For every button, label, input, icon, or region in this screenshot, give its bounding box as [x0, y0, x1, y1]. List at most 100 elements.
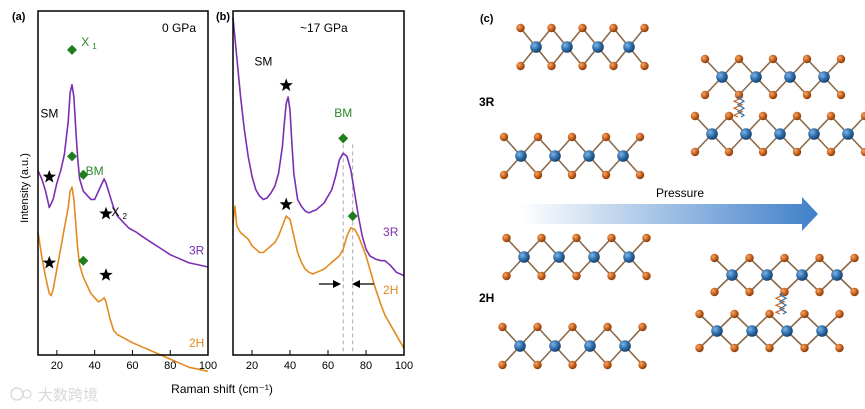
- chalcogen-atom: [578, 61, 587, 71]
- chalcogen-atom: [498, 322, 507, 332]
- chalcogen-atom: [640, 23, 649, 33]
- panel-a-annotations: SM X 1 BM X 2 3R 2H: [40, 35, 204, 350]
- metal-atom: [808, 128, 820, 140]
- panel-b-markers: [279, 78, 358, 222]
- chalcogen-atom: [638, 360, 647, 370]
- metal-atom: [726, 269, 738, 281]
- chalcogen-atom: [768, 90, 778, 100]
- metal-atom: [617, 150, 629, 162]
- chalcogen-atom: [537, 233, 546, 243]
- layer-3r-ambient-bottom: [499, 132, 645, 180]
- metal-atom: [583, 150, 595, 162]
- chalcogen-atom: [765, 309, 774, 319]
- metal-atom: [592, 41, 604, 53]
- x-tick-label: 100: [199, 360, 217, 372]
- metal-atom: [515, 150, 527, 162]
- x-axis-label: Raman shift (cm⁻¹): [171, 382, 273, 396]
- watermark-logo-dot: [22, 389, 32, 399]
- metal-atom: [774, 128, 786, 140]
- chalcogen-atom: [609, 61, 618, 71]
- chalcogen-atom: [800, 343, 809, 353]
- chalcogen-atom: [533, 170, 543, 180]
- chalcogen-atom: [499, 132, 509, 142]
- chalcogen-atom: [724, 111, 734, 121]
- chalcogen-atom: [635, 170, 645, 180]
- chalcogen-atom: [537, 271, 546, 281]
- chalcogen-atom: [802, 54, 812, 64]
- spring-3r-blue: [736, 95, 746, 118]
- chalcogen-atom: [758, 111, 768, 121]
- watermark: 大数跨境: [10, 386, 98, 404]
- chalcogen-atom: [640, 61, 649, 71]
- chalcogen-atom: [502, 233, 511, 243]
- chalcogen-atom: [792, 111, 802, 121]
- metal-atom: [796, 269, 808, 281]
- panel-b-annotations: SM BM 3R 2H: [254, 55, 398, 297]
- x-tick-label: 60: [322, 360, 334, 372]
- diamond-marker-3: [78, 169, 89, 180]
- star-marker-2: [42, 169, 56, 183]
- panel-b-frame: [232, 10, 405, 356]
- chalcogen-atom: [567, 170, 577, 180]
- metal-atom: [746, 325, 758, 337]
- chalcogen-atom: [516, 61, 525, 71]
- chalcogen-atom: [609, 23, 618, 33]
- chalcogen-atom: [860, 147, 865, 157]
- metal-atom: [781, 325, 793, 337]
- layer-3r-ambient-top: [516, 23, 649, 71]
- metal-atom: [514, 340, 526, 352]
- metal-atom: [561, 41, 573, 53]
- chalcogen-atom: [730, 309, 739, 319]
- row-label-3r: 3R: [479, 95, 495, 109]
- watermark-logo-icon: [10, 387, 24, 401]
- chalcogen-atom: [516, 23, 525, 33]
- chalcogen-atom: [734, 54, 744, 64]
- chalcogen-atom: [572, 271, 581, 281]
- chalcogen-atom: [710, 287, 719, 297]
- metal-atom: [623, 41, 635, 53]
- panel-a: (a) 0 GPa SM X 1 BM X 2 3R 2H 20 40 60 80 100 Inten…: [12, 10, 217, 373]
- metal-atom: [750, 71, 762, 83]
- x-tick-label: 40: [284, 360, 296, 372]
- panel-c-structures: (c) 3R 2H Pressure: [479, 13, 865, 370]
- chalcogen-atom: [850, 287, 859, 297]
- chalcogen-atom: [826, 147, 836, 157]
- chalcogen-atom: [568, 322, 577, 332]
- pressure-arrow: [520, 197, 818, 231]
- chalcogen-atom: [710, 253, 719, 263]
- chalcogen-atom: [499, 170, 509, 180]
- metal-atom: [816, 325, 828, 337]
- chalcogen-atom: [745, 287, 754, 297]
- series-3r-line: [37, 83, 209, 268]
- chalcogen-atom: [601, 132, 611, 142]
- layer-2h-pressure-bottom: [695, 309, 844, 353]
- panel-a-label: (a): [12, 11, 26, 23]
- x-tick-label: 20: [246, 360, 258, 372]
- chalcogen-atom: [547, 23, 556, 33]
- pressure-arrow-label: Pressure: [656, 186, 704, 200]
- metal-atom: [588, 251, 600, 263]
- series-label-2h: 2H: [383, 283, 398, 297]
- chalcogen-atom: [533, 322, 542, 332]
- panel-a-markers: [42, 44, 113, 281]
- panel-a-frame: [37, 10, 209, 356]
- metal-atom: [619, 340, 631, 352]
- panel-a-x-ticks: 20 40 60 80 100: [51, 350, 217, 372]
- layer-3r-pressure-bottom: [690, 111, 865, 157]
- series-label-3r: 3R: [189, 244, 205, 258]
- chalcogen-atom: [765, 343, 774, 353]
- layer-2h-ambient-bottom: [498, 322, 647, 370]
- spring-2h-blue: [778, 292, 788, 315]
- chalcogen-atom: [724, 147, 734, 157]
- spring-2h: [774, 292, 786, 315]
- panel-b: (b) ~17 GPa SM BM 3R 2H 20 40 60 80 100: [216, 10, 413, 372]
- chalcogen-atom: [642, 271, 651, 281]
- x-tick-label: 80: [164, 360, 176, 372]
- chalcogen-atom: [836, 54, 846, 64]
- metal-atom: [711, 325, 723, 337]
- chalcogen-atom: [568, 360, 577, 370]
- metal-atom: [584, 340, 596, 352]
- chalcogen-atom: [835, 343, 844, 353]
